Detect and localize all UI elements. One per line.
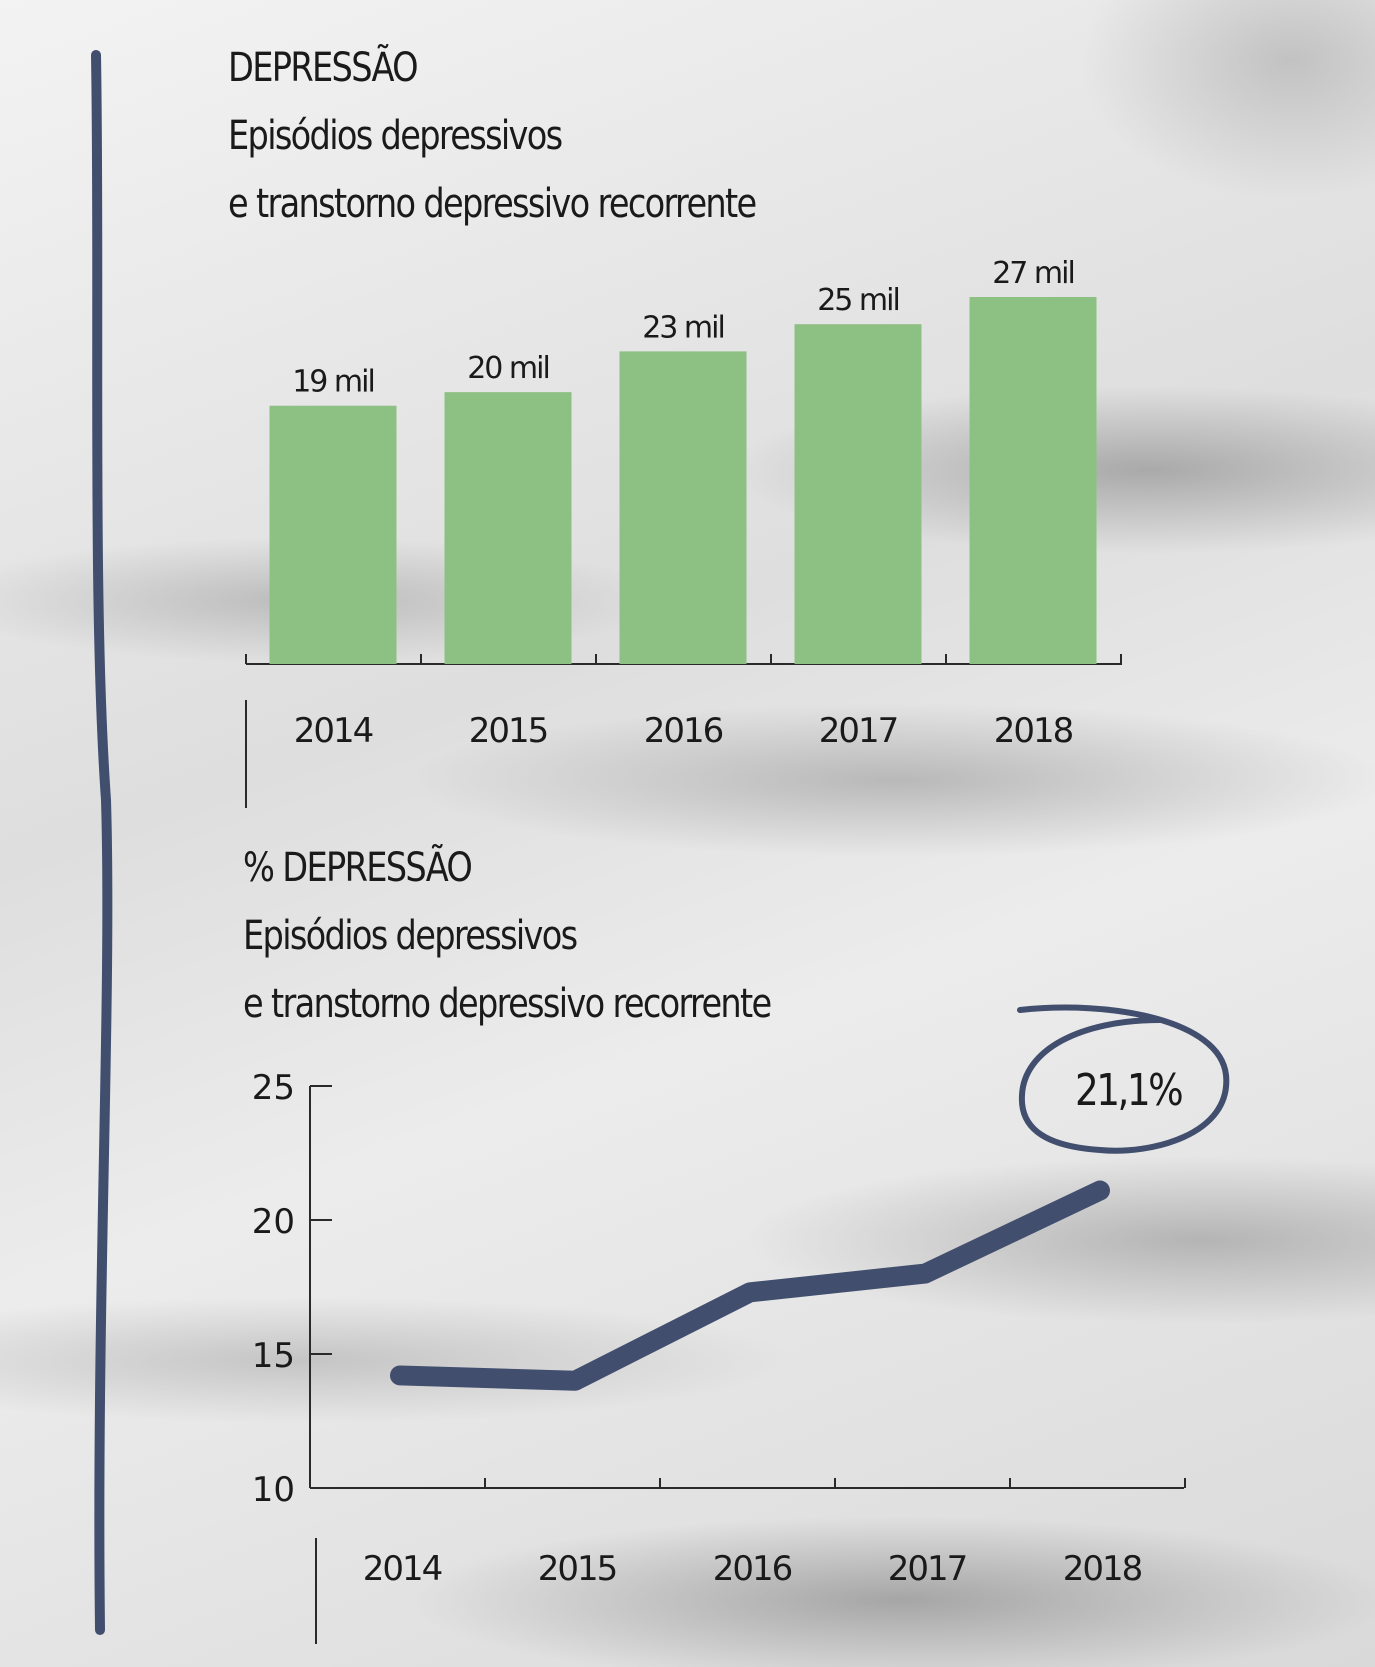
line-x-tick-label: 2018: [1063, 1549, 1142, 1589]
line-chart-title-block: % DEPRESSÃO Episódios depressivos e tran…: [243, 834, 772, 1038]
line-x-tick-label: 2017: [888, 1549, 967, 1589]
line-y-tick-label: 10: [252, 1470, 295, 1510]
bar-x-tick-label: 2014: [294, 711, 373, 751]
line-chart: 10 15 20 25 2014 2015 2016 2017 2018: [252, 1068, 1186, 1644]
line-y-tick-label: 25: [252, 1068, 295, 1108]
bar-x-tick-label: 2018: [994, 711, 1073, 751]
bar-data-label: 23 mil: [642, 310, 724, 345]
bar-2018: [969, 297, 1097, 664]
bar-x-tick-label: 2017: [819, 711, 898, 751]
bar-chart-title: DEPRESSÃO: [228, 45, 419, 91]
line-point-2018: [1094, 1184, 1106, 1197]
line-chart-title: % DEPRESSÃO: [243, 845, 473, 891]
bar-2017: [794, 324, 922, 664]
line-x-tick-label: 2014: [363, 1549, 442, 1589]
bar-chart: 19 mil 2014 20 mil 2015 23 mil 2016 25 mil 2017…: [245, 256, 1122, 808]
line-x-tick-label: 2016: [713, 1549, 792, 1589]
bar-chart-subtitle-line2: e transtorno depressivo recorrente: [228, 181, 757, 227]
bar-chart-subtitle-line1: Episódios depressivos: [228, 113, 563, 159]
line-y-tick-label: 15: [252, 1336, 295, 1376]
line-point-2017: [919, 1267, 931, 1280]
left-brush-stroke: [91, 50, 113, 1635]
line-series: [390, 1180, 1110, 1391]
bar-data-label: 20 mil: [467, 351, 549, 386]
line-point-2015: [569, 1374, 581, 1387]
line-chart-subtitle-line2: e transtorno depressivo recorrente: [243, 981, 772, 1027]
bar-data-label: 27 mil: [992, 256, 1074, 291]
annotation-label: 21,1%: [1075, 1065, 1184, 1116]
bar-x-tick-label: 2015: [469, 711, 548, 751]
line-point-2014: [394, 1369, 406, 1382]
bar-data-label: 25 mil: [817, 283, 899, 318]
bar-2014: [269, 405, 397, 664]
bar-2015: [444, 392, 572, 664]
bar-chart-title-block: DEPRESSÃO Episódios depressivos e transt…: [228, 34, 757, 238]
line-y-tick-label: 20: [252, 1202, 295, 1242]
bar-2016: [619, 351, 747, 664]
bar-x-tick-label: 2016: [644, 711, 723, 751]
line-x-tick-label: 2015: [538, 1549, 617, 1589]
bar-data-label: 19 mil: [292, 365, 374, 400]
annotation-circle-stroke: [1017, 1004, 1230, 1154]
line-chart-subtitle-line1: Episódios depressivos: [243, 913, 578, 959]
line-point-2016: [744, 1286, 756, 1299]
